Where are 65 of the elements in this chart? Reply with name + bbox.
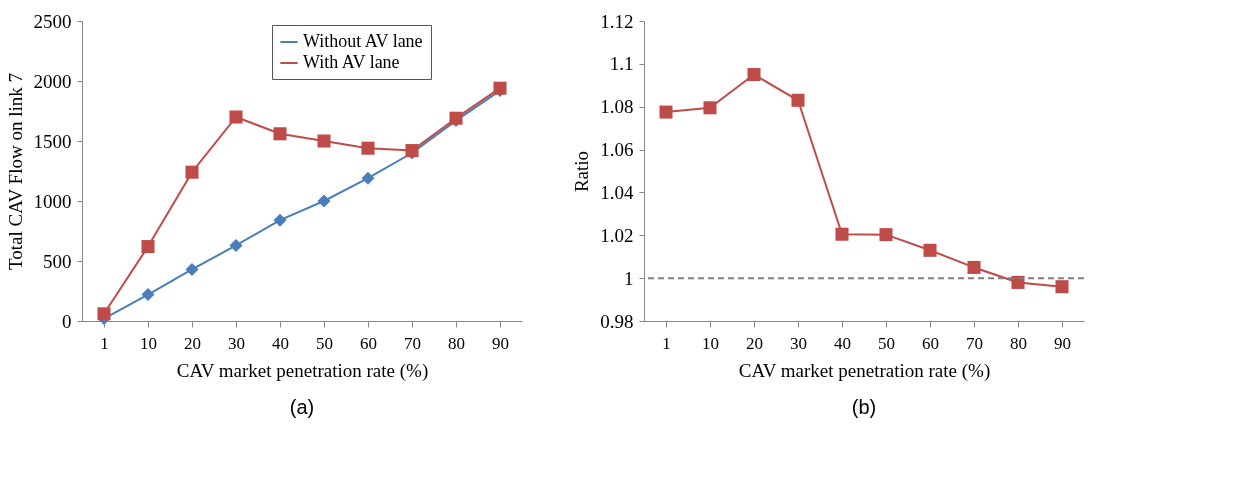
text: (a) <box>289 396 315 418</box>
x-tick-label: 10 <box>140 333 157 353</box>
y-tick-label: 1.1 <box>609 53 634 75</box>
point <box>361 171 375 185</box>
x-tick-label: 20 <box>184 333 201 353</box>
point <box>835 227 849 241</box>
y-tick-label: 1.04 <box>600 181 634 203</box>
x-tick-label: 90 <box>1054 333 1071 353</box>
x-tick-label: 70 <box>404 333 421 353</box>
x-tick-label: 80 <box>448 333 465 353</box>
x-tick-label: 10 <box>702 333 719 353</box>
point <box>229 238 243 252</box>
point <box>317 194 331 208</box>
y-tick-label: 1000 <box>33 190 72 212</box>
x-tick-label: 60 <box>360 333 377 353</box>
point <box>703 101 717 115</box>
x-tick-label: 40 <box>272 333 289 353</box>
y-tick-label: 1500 <box>33 130 72 152</box>
point <box>791 93 805 107</box>
point <box>923 243 937 257</box>
point <box>747 68 761 82</box>
point <box>273 127 287 141</box>
legend-label: With AV lane <box>303 52 400 72</box>
point <box>97 307 111 321</box>
y-tick-label: 2500 <box>33 10 72 32</box>
x-tick-label: 40 <box>834 333 851 353</box>
x-axis-title: CAV market penetration rate (%) <box>176 359 429 382</box>
y-tick-label: 2000 <box>33 70 72 92</box>
point <box>141 240 155 254</box>
x-tick-label: 20 <box>746 333 763 353</box>
point <box>185 262 199 276</box>
y-axis-title: Ratio <box>571 150 593 193</box>
x-tick-label: 1 <box>662 333 671 353</box>
x-tick-label: 30 <box>790 333 807 353</box>
x-tick-label: 30 <box>228 333 245 353</box>
y-tick-label: 1.08 <box>600 96 634 118</box>
point <box>659 105 673 119</box>
point <box>317 134 331 148</box>
text: (b) <box>851 396 877 418</box>
x-tick-label: 60 <box>922 333 939 353</box>
x-tick-label: 50 <box>878 333 895 353</box>
y-tick-label: 1.02 <box>600 224 634 246</box>
y-axis-title: Total CAV Flow on link 7 <box>4 73 26 270</box>
y-tick-label: 500 <box>43 250 72 272</box>
x-tick-label: 90 <box>492 333 509 353</box>
x-tick-label: 70 <box>966 333 983 353</box>
y-tick-label: 0 <box>62 310 72 332</box>
y-tick-label: 1.12 <box>600 10 634 32</box>
point <box>185 165 199 179</box>
point <box>229 110 243 124</box>
y-tick-label: 1.06 <box>600 139 634 161</box>
point <box>141 288 155 302</box>
x-axis-title: CAV market penetration rate (%) <box>738 359 991 382</box>
point <box>1055 280 1069 294</box>
x-tick-label: 50 <box>316 333 333 353</box>
x-tick-label: 1 <box>100 333 109 353</box>
point <box>1011 275 1025 289</box>
y-tick-label: 1 <box>624 267 634 289</box>
x-tick-label: 80 <box>1010 333 1027 353</box>
point <box>273 213 287 227</box>
point <box>967 260 981 274</box>
point <box>361 141 375 155</box>
y-tick-label: 0.98 <box>600 310 634 332</box>
legend-label: Without AV lane <box>303 31 423 51</box>
point <box>879 228 893 242</box>
